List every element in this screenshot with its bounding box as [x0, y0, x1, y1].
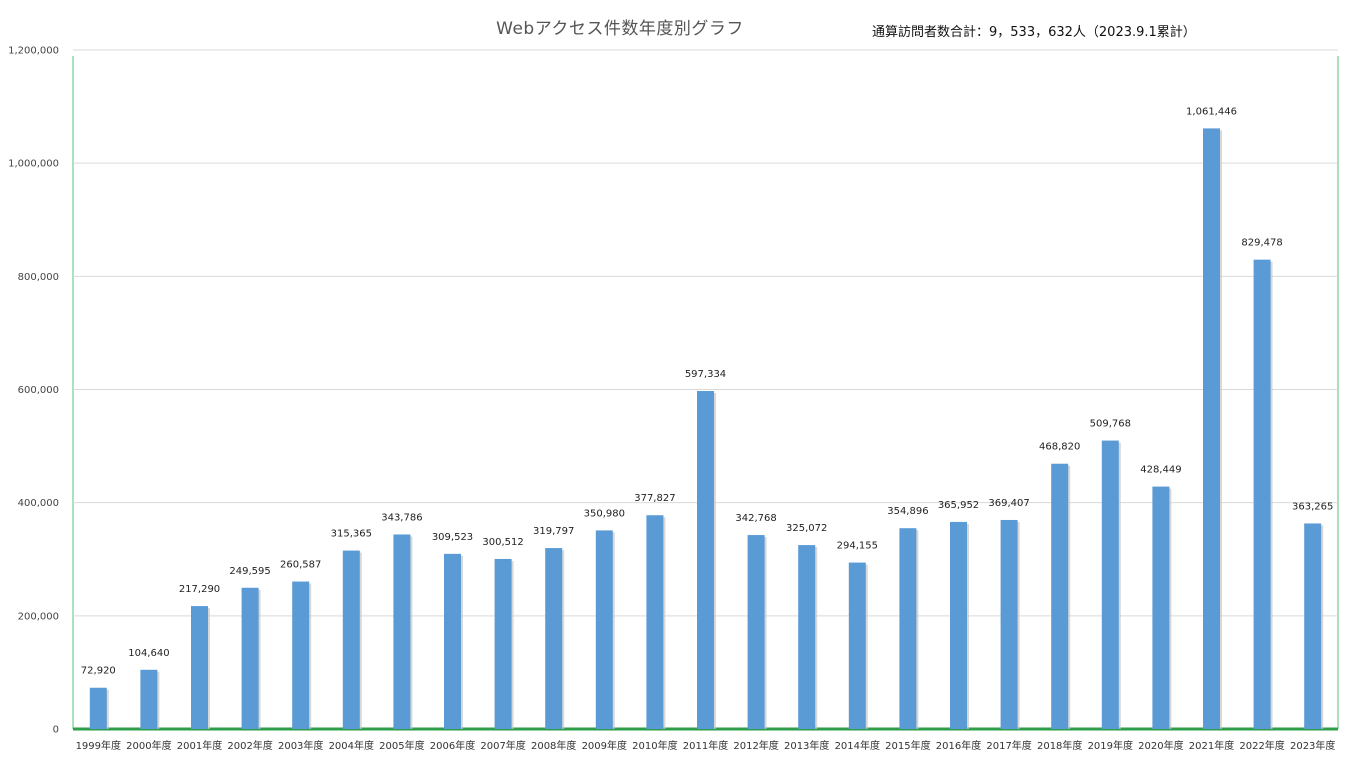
data-label: 1,061,446: [1186, 106, 1237, 117]
data-label: 294,155: [837, 541, 878, 552]
x-tick-label: 2019年度: [1088, 739, 1133, 752]
data-label: 509,768: [1090, 419, 1131, 430]
chart-title: Webアクセス件数年度別グラフ: [496, 19, 744, 39]
x-tick-label: 2006年度: [430, 739, 475, 752]
data-label: 325,072: [786, 523, 827, 534]
y-tick-label: 800,000: [18, 272, 59, 283]
data-label: 104,640: [128, 648, 169, 659]
data-label: 365,952: [938, 500, 979, 511]
y-tick-label: 1,000,000: [8, 159, 59, 170]
bar: [545, 548, 563, 729]
bar: [1253, 259, 1271, 729]
bar: [241, 587, 259, 729]
bar: [89, 687, 107, 729]
bar: [1101, 440, 1119, 729]
y-tick-label: 200,000: [18, 611, 59, 622]
x-tick-label: 2009年度: [582, 739, 627, 752]
x-tick-label: 2021年度: [1189, 739, 1234, 752]
data-label: 468,820: [1039, 442, 1080, 453]
bar: [747, 535, 765, 729]
bar: [950, 521, 967, 729]
x-tick-label: 2001年度: [177, 739, 222, 752]
x-tick-label: 2000年度: [126, 739, 171, 752]
data-label: 315,365: [331, 529, 372, 540]
y-tick-label: 0: [53, 725, 59, 736]
data-label: 343,786: [381, 512, 422, 523]
data-label: 342,768: [735, 513, 776, 524]
bar: [444, 553, 461, 729]
x-tick-label: 2022年度: [1239, 739, 1284, 752]
x-tick-label: 2017年度: [986, 739, 1031, 752]
x-tick-label: 2013年度: [784, 739, 829, 752]
x-tick-label: 2007年度: [480, 739, 525, 752]
x-tick-label: 2015年度: [885, 739, 930, 752]
bar: [1000, 519, 1018, 729]
y-tick-label: 400,000: [18, 498, 59, 509]
data-label: 377,827: [634, 493, 675, 504]
data-label: 319,797: [533, 526, 574, 537]
x-tick-label: 2011年度: [683, 739, 728, 752]
data-label: 597,334: [685, 369, 726, 380]
bar: [646, 515, 664, 729]
bar: [848, 562, 866, 729]
bar: [1152, 486, 1170, 729]
total-visitors-note: 通算訪問者数合計：9，533，632人（2023.9.1累計）: [872, 25, 1196, 40]
bar: [1304, 523, 1322, 729]
data-label: 363,265: [1292, 501, 1333, 512]
data-label: 300,512: [482, 537, 523, 548]
data-label: 217,290: [179, 584, 220, 595]
x-tick-label: 2014年度: [835, 739, 880, 752]
y-tick-label: 1,200,000: [8, 46, 59, 57]
bar: [697, 391, 714, 729]
bar: [292, 581, 310, 729]
data-label: 309,523: [432, 532, 473, 543]
x-tick-label: 2020年度: [1138, 739, 1183, 752]
bar: [393, 534, 411, 729]
x-tick-label: 2008年度: [531, 739, 576, 752]
x-tick-label: 2023年度: [1290, 739, 1335, 752]
bar: [191, 606, 208, 729]
data-label: 249,595: [229, 566, 270, 577]
data-label: 260,587: [280, 560, 321, 571]
bar: [342, 550, 360, 729]
data-label: 829,478: [1241, 238, 1282, 249]
bar: [1203, 128, 1220, 730]
data-label: 350,980: [584, 508, 625, 519]
y-tick-label: 600,000: [18, 385, 59, 396]
x-tick-label: 2005年度: [379, 739, 424, 752]
x-tick-label: 2004年度: [329, 739, 374, 752]
x-tick-label: 2002年度: [227, 739, 272, 752]
x-tick-label: 2012年度: [733, 739, 778, 752]
y-axis-ticks: 0 200,000 400,000 600,000 800,000 1,000,000 1,…: [8, 46, 59, 736]
data-label: 428,449: [1140, 465, 1181, 476]
bar: [494, 558, 512, 729]
bar: [140, 669, 158, 729]
x-tick-label: 2010年度: [632, 739, 677, 752]
data-label: 369,407: [988, 498, 1029, 509]
x-tick-label: 1999年度: [76, 739, 121, 752]
bar: [798, 545, 816, 729]
x-tick-label: 2016年度: [936, 739, 981, 752]
data-label: 354,896: [887, 506, 928, 517]
bar: [595, 530, 613, 729]
bars: [89, 128, 1324, 730]
data-label: 72,920: [81, 666, 116, 677]
x-tick-label: 2003年度: [278, 739, 323, 752]
x-axis-ticks: 1999年度 2000年度 2001年度 2002年度 2003年度 2004年度 2005…: [76, 739, 1336, 752]
data-labels: 72,920 104,640 217,290 249,595 260,587 315,36…: [81, 106, 1334, 676]
bar: [1051, 463, 1069, 729]
bar: [899, 528, 917, 729]
x-tick-label: 2018年度: [1037, 739, 1082, 752]
